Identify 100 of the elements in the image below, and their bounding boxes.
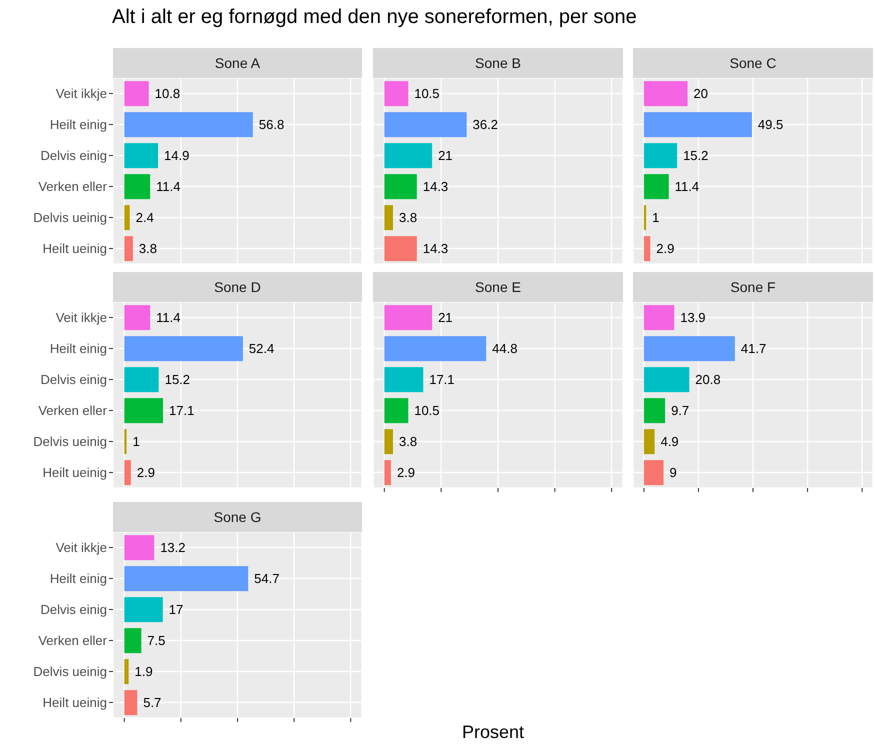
bar (644, 460, 664, 486)
chart-title: Sone E (373, 272, 623, 302)
chart-title: Sone A (113, 48, 362, 78)
data-label: 10.8 (154, 86, 180, 102)
data-label: 14.3 (422, 241, 448, 256)
data-label: 2.9 (656, 241, 674, 256)
bar (124, 143, 158, 168)
data-label: 15.2 (164, 372, 190, 388)
data-label: 17.1 (429, 372, 455, 388)
data-label: 2.9 (136, 465, 155, 480)
bar (384, 81, 408, 106)
y-tick-label: Delvis einig (40, 372, 107, 388)
chart-title: Sone C (633, 48, 873, 78)
y-tick-label: Heilt ueinig (42, 695, 107, 710)
data-label: 10.5 (414, 403, 440, 418)
data-label: 2.4 (136, 210, 154, 226)
bar (124, 174, 150, 200)
bar (124, 535, 154, 560)
bar (124, 628, 142, 654)
y-tick-label: Delvis ueinig (33, 434, 107, 450)
data-label: 17.1 (169, 403, 194, 418)
bar (384, 429, 393, 454)
data-label: 49.5 (758, 117, 784, 132)
bar (644, 336, 735, 362)
bar (644, 81, 688, 106)
bar (124, 659, 129, 684)
bar (644, 429, 655, 454)
data-label: 20 (694, 86, 708, 102)
data-label: 36.2 (472, 117, 498, 132)
bar (644, 398, 666, 424)
bar (384, 174, 417, 200)
bar (644, 174, 669, 200)
y-tick-label: Veit ikkje (56, 540, 107, 556)
y-tick-label: Heilt einig (50, 571, 107, 586)
y-tick-label: Heilt einig (50, 341, 107, 356)
y-tick-label: Veit ikkje (56, 310, 107, 326)
bar (124, 81, 149, 106)
bar (384, 205, 393, 230)
y-tick-label: Veit ikkje (56, 86, 107, 102)
bar (124, 566, 248, 592)
bar (384, 367, 424, 392)
data-label: 9 (670, 465, 677, 480)
bar (644, 367, 690, 392)
data-label: 3.8 (399, 434, 418, 450)
bar (384, 112, 467, 138)
bar (124, 398, 164, 424)
bar (384, 460, 391, 486)
text: Alt i alt er eg fornøgd med den nye sonereformen, per sone (112, 6, 637, 29)
bar (384, 236, 417, 262)
y-tick-label: Delvis ueinig (33, 210, 107, 226)
y-tick-label: Delvis ueinig (33, 664, 107, 680)
y-tick-label: Verken eller (38, 403, 108, 418)
bar (384, 143, 432, 168)
bar (644, 112, 752, 138)
bar (124, 597, 163, 622)
chart-title: Sone G (113, 502, 362, 532)
y-tick-label: Delvis einig (40, 148, 107, 164)
data-label: 21 (438, 310, 453, 326)
bar (124, 367, 159, 392)
data-label: 1 (652, 210, 660, 226)
chart-title: Sone F (633, 272, 873, 302)
data-label: 2.9 (396, 465, 416, 480)
chart-title: Sone D (113, 272, 362, 302)
data-label: 1 (132, 434, 140, 450)
bar (384, 398, 408, 424)
data-label: 3.8 (399, 210, 418, 226)
y-tick-label: Delvis einig (40, 602, 107, 618)
data-label: 14.3 (422, 179, 448, 194)
bar (384, 305, 432, 330)
bar (124, 690, 138, 716)
data-label: 7.5 (147, 633, 166, 648)
data-label: 52.4 (248, 341, 274, 356)
data-label: 4.9 (660, 434, 679, 450)
bar (644, 205, 646, 230)
data-label: 21 (438, 148, 453, 164)
bar (124, 460, 131, 486)
data-label: 14.9 (164, 148, 190, 164)
data-label: 20.8 (695, 372, 721, 388)
data-label: 9.7 (671, 403, 690, 418)
data-label: 56.8 (258, 117, 284, 132)
bar (644, 305, 674, 330)
bar (124, 305, 150, 330)
bar (644, 143, 678, 168)
bar (124, 236, 133, 262)
data-label: 5.7 (143, 695, 162, 710)
y-tick-label: Heilt ueinig (42, 241, 107, 256)
bar (124, 112, 253, 138)
chart-title: Sone B (373, 48, 623, 78)
data-label: 54.7 (254, 571, 280, 586)
data-label: 15.2 (683, 148, 708, 164)
data-label: 3.8 (138, 241, 157, 256)
y-tick-label: Verken eller (38, 633, 108, 648)
x-axis-title: Prosent (460, 722, 526, 743)
y-tick-label: Heilt ueinig (42, 465, 107, 480)
y-tick-label: Verken eller (38, 179, 108, 194)
data-label: 17 (168, 602, 184, 618)
bar (124, 205, 130, 230)
bar (124, 336, 243, 362)
data-label: 11.4 (156, 310, 180, 326)
data-label: 13.9 (680, 310, 706, 326)
